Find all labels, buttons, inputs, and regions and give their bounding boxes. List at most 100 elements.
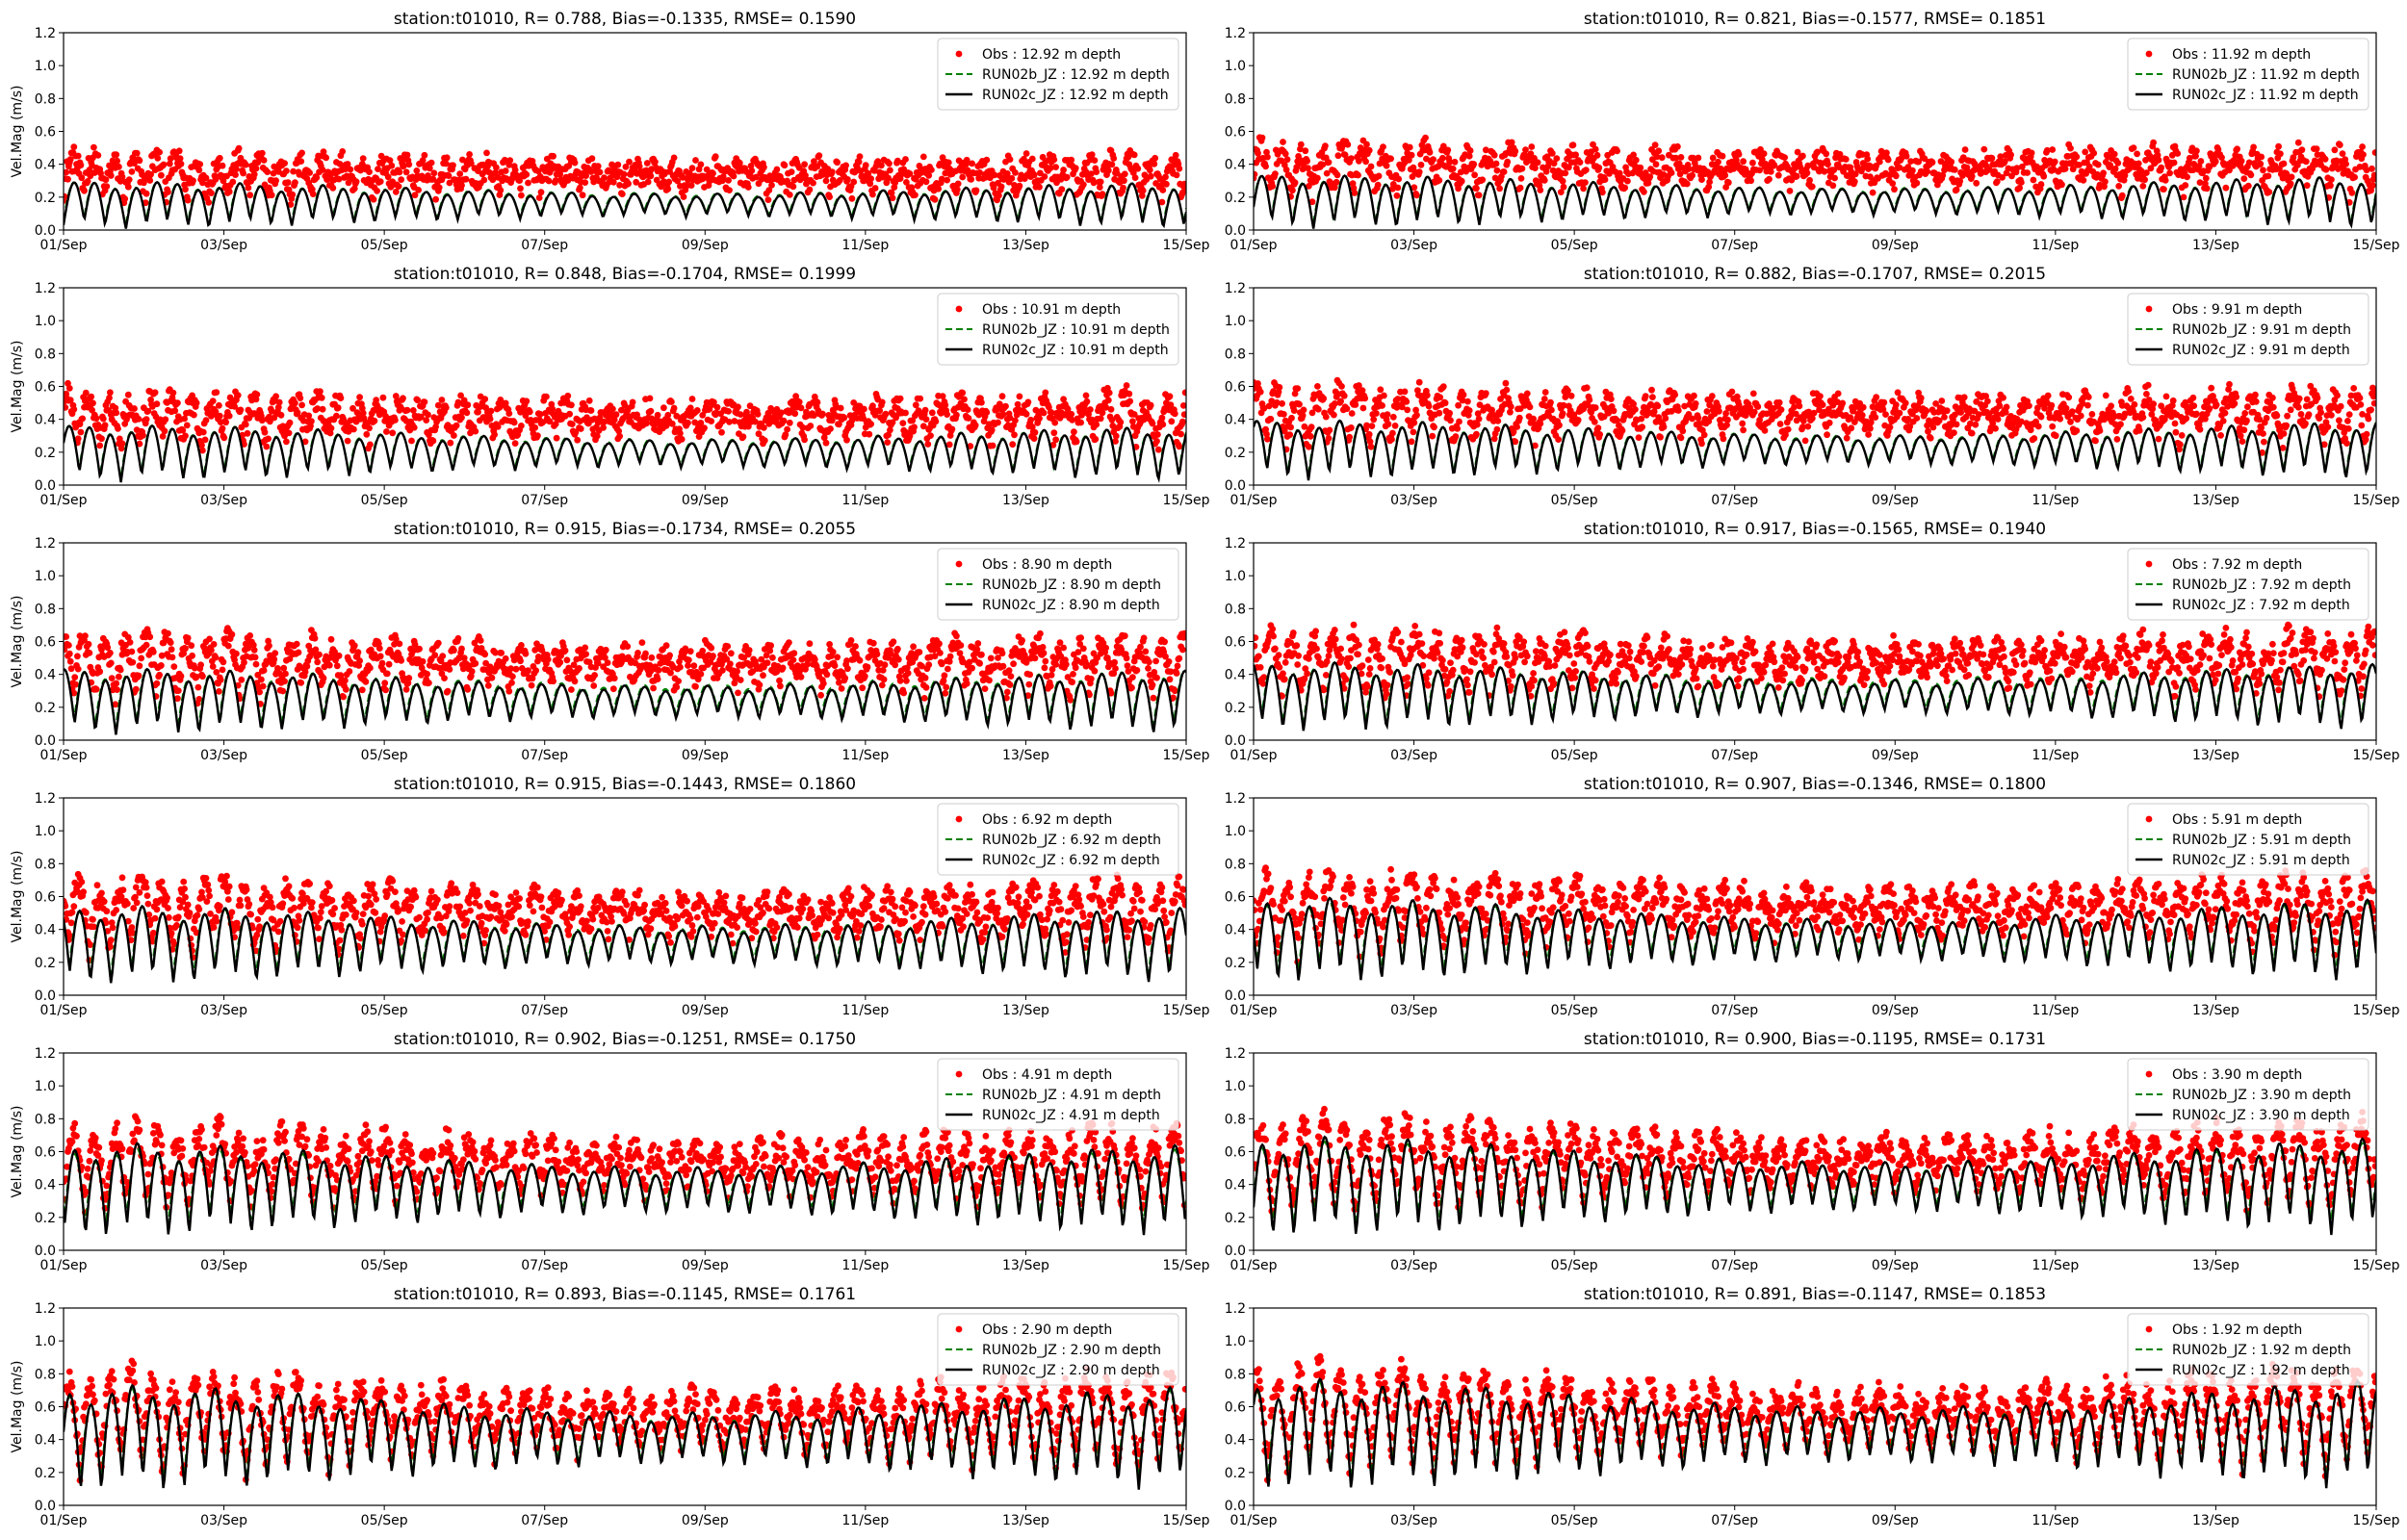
- obs-point: [2240, 175, 2248, 183]
- obs-point: [1158, 198, 1166, 206]
- obs-point: [754, 411, 762, 418]
- obs-point: [84, 178, 91, 185]
- obs-point: [1689, 415, 1695, 423]
- obs-point: [976, 169, 983, 176]
- obs-point: [317, 388, 324, 396]
- obs-point: [888, 190, 895, 196]
- obs-point: [685, 419, 691, 426]
- obs-point: [876, 407, 883, 415]
- subplot-title: station:t01010, R= 0.788, Bias=-0.1335, …: [394, 10, 856, 29]
- obs-point: [2009, 420, 2016, 427]
- obs-point: [1337, 398, 1344, 405]
- obs-point: [1322, 413, 1330, 421]
- obs-point: [1873, 394, 1880, 401]
- obs-point: [2339, 150, 2346, 158]
- obs-point: [1079, 181, 1087, 189]
- obs-point: [493, 164, 500, 171]
- obs-point: [1567, 392, 1575, 399]
- obs-point: [652, 158, 659, 166]
- obs-point: [2161, 186, 2167, 193]
- obs-point: [534, 167, 542, 175]
- obs-point: [1466, 147, 1474, 154]
- obs-point: [2234, 145, 2241, 153]
- obs-point: [2192, 152, 2199, 160]
- obs-point: [2130, 144, 2137, 152]
- obs-point: [1093, 421, 1100, 428]
- obs-point: [1162, 173, 1169, 181]
- obs-point: [376, 178, 384, 186]
- obs-point: [1583, 384, 1591, 392]
- obs-point: [432, 195, 439, 203]
- obs-point: [564, 392, 572, 399]
- obs-point: [1022, 150, 1030, 157]
- obs-point: [216, 401, 222, 409]
- obs-point: [1454, 425, 1462, 432]
- obs-point: [1502, 379, 1510, 387]
- obs-point: [2030, 176, 2037, 184]
- obs-point: [828, 417, 836, 424]
- obs-point: [1913, 415, 1921, 422]
- obs-point: [945, 441, 953, 449]
- x-tick-label: 03/Sep: [1390, 238, 1437, 253]
- obs-point: [869, 191, 876, 198]
- obs-point: [747, 163, 755, 169]
- obs-point: [1093, 168, 1100, 176]
- obs-point: [1422, 134, 1429, 141]
- obs-point: [1842, 156, 1850, 163]
- obs-point: [1493, 167, 1501, 174]
- obs-point: [585, 397, 593, 404]
- obs-point: [1740, 158, 1747, 166]
- obs-point: [107, 389, 114, 397]
- x-tick-label: 13/Sep: [2192, 493, 2239, 508]
- obs-point: [140, 432, 146, 439]
- obs-point: [1344, 141, 1352, 148]
- legend-obs-marker: [955, 305, 963, 313]
- obs-point: [396, 168, 403, 176]
- obs-point: [1500, 168, 1508, 175]
- obs-point: [2107, 162, 2114, 168]
- obs-point: [1747, 177, 1754, 185]
- y-tick-label: 0.8: [35, 346, 56, 362]
- obs-point: [2034, 404, 2041, 412]
- obs-point: [158, 171, 165, 179]
- obs-point: [1415, 168, 1423, 176]
- obs-point: [1993, 178, 2001, 186]
- obs-point: [1721, 171, 1729, 179]
- obs-point: [196, 161, 204, 168]
- legend-label: RUN02b_JZ : 11.92 m depth: [2172, 67, 2360, 83]
- obs-point: [2182, 182, 2189, 189]
- obs-point: [235, 144, 243, 152]
- obs-point: [867, 421, 874, 427]
- obs-point: [1003, 170, 1011, 177]
- obs-point: [1331, 411, 1337, 419]
- obs-point: [309, 191, 317, 198]
- obs-point: [1281, 427, 1288, 435]
- obs-point: [568, 421, 576, 427]
- obs-point: [2214, 145, 2222, 153]
- obs-point: [225, 188, 233, 195]
- obs-point: [618, 406, 625, 414]
- obs-point: [2118, 192, 2126, 199]
- obs-point: [579, 192, 586, 199]
- obs-point: [225, 412, 233, 420]
- obs-point: [1929, 424, 1937, 431]
- obs-point: [822, 177, 830, 185]
- obs-point: [2184, 173, 2191, 181]
- obs-point: [179, 426, 187, 434]
- obs-point: [612, 411, 620, 419]
- obs-point: [216, 412, 223, 420]
- obs-point: [1907, 158, 1914, 166]
- obs-point: [389, 429, 397, 437]
- obs-point: [614, 161, 622, 168]
- obs-point: [136, 440, 143, 448]
- obs-point: [1331, 400, 1338, 407]
- obs-point: [2328, 176, 2335, 184]
- obs-point: [601, 418, 608, 425]
- axes-frame: [1253, 32, 2377, 231]
- obs-point: [2033, 163, 2040, 170]
- obs-point: [2018, 163, 2026, 170]
- obs-point: [298, 401, 305, 409]
- obs-point: [618, 191, 626, 198]
- obs-point: [2018, 418, 2025, 425]
- obs-point: [371, 417, 378, 424]
